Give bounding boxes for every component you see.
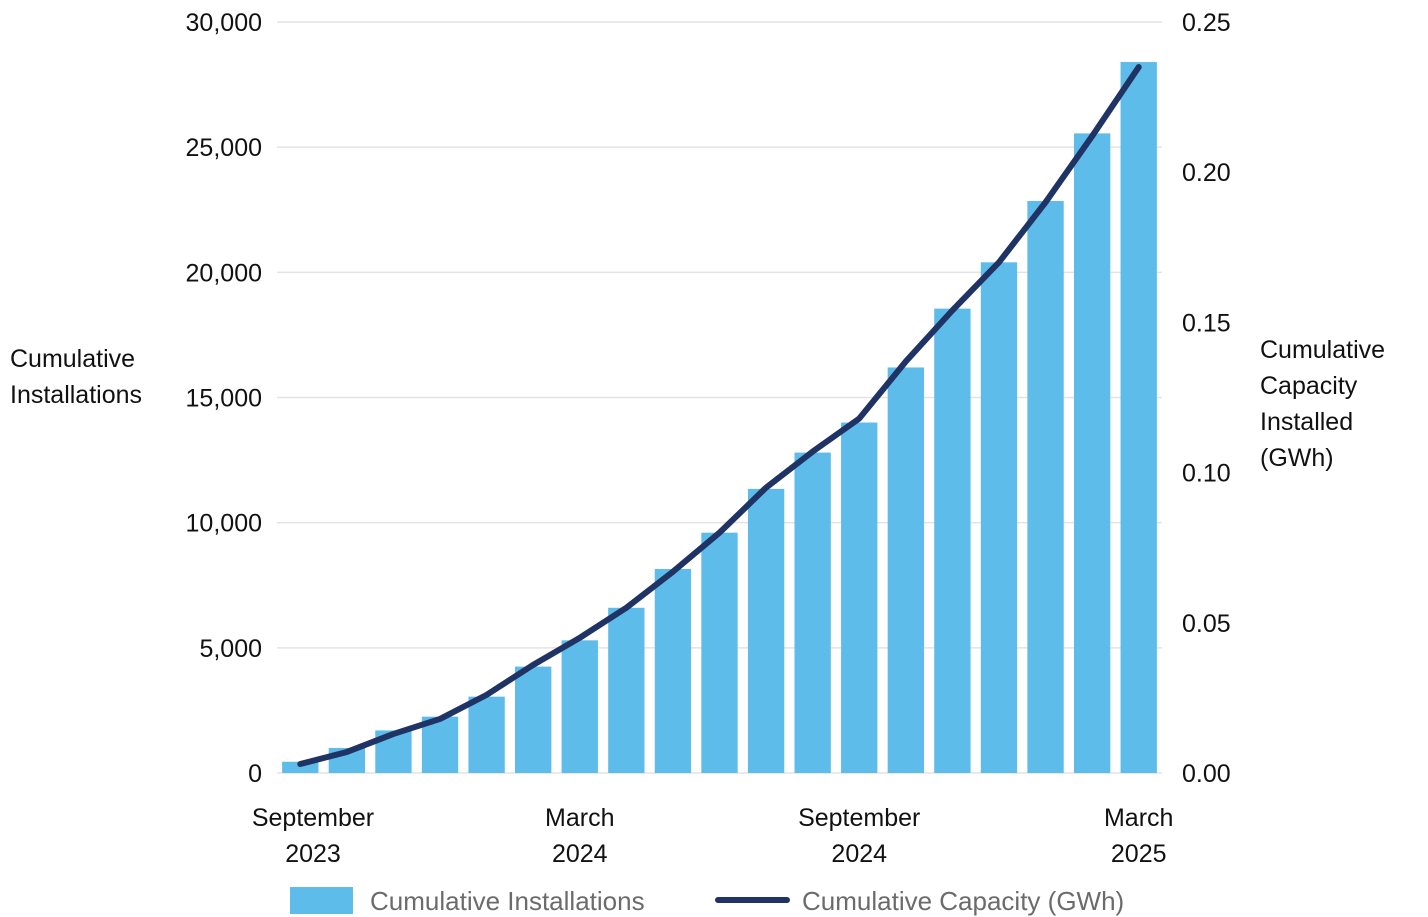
bar [1027, 200, 1064, 773]
bar [747, 488, 785, 773]
axis-title-line: Installed [1260, 408, 1353, 436]
bar [608, 607, 645, 773]
bar [934, 308, 971, 773]
bar [980, 262, 1018, 773]
x-tick-label: 2024 [831, 840, 887, 868]
right-tick-label: 0.00 [1182, 760, 1231, 788]
legend-label-bars: Cumulative Installations [370, 886, 645, 916]
axis-title-line: Installations [10, 381, 142, 409]
left-tick-label: 5,000 [199, 635, 262, 663]
bar [421, 716, 459, 773]
left-tick-label: 10,000 [186, 510, 262, 538]
axis-title-line: Capacity [1260, 372, 1358, 400]
x-tick-label: September [798, 804, 920, 832]
bar-series [282, 62, 1157, 774]
right-tick-label: 0.25 [1182, 9, 1231, 37]
left-axis-title: Cumulative Installations [10, 345, 142, 409]
bar [841, 422, 878, 773]
bar [1120, 62, 1157, 773]
axis-title-line: Cumulative [10, 345, 135, 373]
x-tick-label: 2024 [552, 840, 608, 868]
bar [561, 640, 598, 773]
bar [701, 532, 738, 773]
left-axis-ticks: 0 5,000 10,000 15,000 20,000 25,000 30,000 [186, 9, 262, 788]
x-tick-label: 2023 [285, 840, 341, 868]
gridlines [277, 21, 1162, 774]
right-tick-label: 0.20 [1182, 159, 1231, 187]
bar [887, 367, 924, 773]
bar [654, 568, 692, 773]
axis-title-line: (GWh) [1260, 444, 1334, 472]
legend: Cumulative Installations Cumulative Capa… [290, 886, 1124, 916]
right-tick-label: 0.15 [1182, 309, 1231, 337]
legend-label-line: Cumulative Capacity (GWh) [802, 886, 1124, 916]
x-tick-label: September [252, 804, 374, 832]
left-tick-label: 20,000 [186, 259, 262, 287]
left-tick-label: 0 [248, 760, 262, 788]
right-tick-label: 0.10 [1182, 460, 1231, 488]
left-tick-label: 25,000 [186, 134, 262, 162]
x-tick-label: March [545, 804, 614, 832]
right-axis-ticks: 0.00 0.05 0.10 0.15 0.20 0.25 [1182, 9, 1231, 788]
bar [282, 761, 319, 773]
axis-title-line: Cumulative [1260, 336, 1385, 364]
right-tick-label: 0.05 [1182, 610, 1231, 638]
bar [468, 696, 505, 773]
line-series [297, 64, 1142, 767]
right-axis-title: Cumulative Capacity Installed (GWh) [1260, 336, 1385, 472]
x-axis-ticks: September 2023 March 2024 September 2024 March… [252, 804, 1174, 868]
bar [1073, 133, 1111, 774]
legend-swatch-bars [290, 887, 353, 914]
left-tick-label: 15,000 [186, 385, 262, 413]
x-tick-label: March [1104, 804, 1173, 832]
x-tick-label: 2025 [1111, 840, 1167, 868]
bar [794, 452, 831, 773]
left-tick-label: 30,000 [186, 9, 262, 37]
bar [515, 666, 552, 773]
